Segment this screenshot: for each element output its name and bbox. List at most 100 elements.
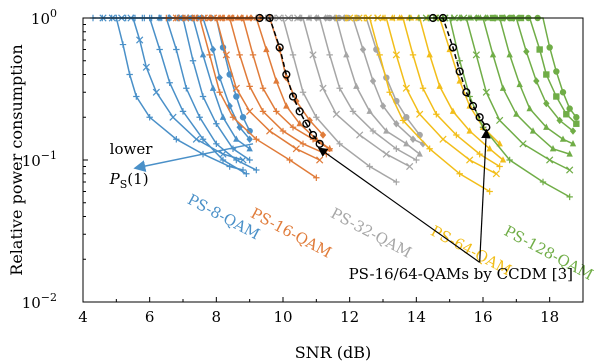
- annotations: lower PS(1) PS-16/64-QAMs by CCDM [3]: [109, 128, 573, 283]
- data-point: [275, 43, 284, 52]
- data-point: [213, 140, 220, 148]
- series-line: [476, 17, 574, 132]
- data-point: [219, 156, 227, 164]
- data-point: [419, 140, 427, 148]
- data-point: [319, 131, 327, 139]
- data-point: [156, 14, 163, 21]
- data-point: [516, 80, 523, 88]
- data-point: [359, 45, 367, 54]
- data-point: [332, 110, 340, 118]
- data-point: [476, 150, 483, 158]
- data-point: [246, 135, 253, 143]
- data-point: [326, 51, 333, 59]
- data-point: [305, 14, 313, 21]
- x-tick-label: 16: [473, 308, 492, 326]
- data-point: [356, 131, 364, 139]
- data-point: [569, 140, 577, 147]
- series-line: [366, 17, 501, 168]
- data-point: [403, 140, 410, 147]
- x-tick-label: 18: [540, 308, 559, 326]
- series-line: [383, 17, 504, 161]
- data-point: [486, 188, 493, 195]
- data-point: [246, 107, 254, 116]
- data-point: [273, 77, 280, 84]
- data-point: [468, 101, 478, 111]
- data-point: [146, 114, 153, 121]
- data-point: [119, 41, 127, 48]
- x-tick-label: 4: [78, 308, 88, 326]
- data-point: [308, 130, 318, 140]
- data-point: [273, 108, 280, 115]
- annotation-lower-line1: lower: [110, 140, 154, 158]
- x-axis-label: SNR (dB): [295, 343, 372, 362]
- data-point: [246, 127, 253, 135]
- data-point: [466, 156, 474, 164]
- data-point: [402, 84, 410, 92]
- data-point: [236, 51, 243, 59]
- data-point: [506, 156, 513, 164]
- series-line: [283, 17, 417, 161]
- data-point: [566, 166, 574, 174]
- data-point: [233, 135, 240, 142]
- ccdm-series-group: [428, 13, 491, 132]
- data-point: [409, 51, 417, 59]
- data-point: [462, 88, 471, 97]
- series-group: [253, 14, 427, 186]
- data-point: [343, 51, 350, 58]
- data-point: [336, 85, 343, 92]
- data-point: [126, 71, 133, 78]
- data-point: [369, 127, 377, 135]
- data-point: [465, 14, 473, 21]
- data-point: [213, 120, 220, 127]
- data-point: [549, 144, 557, 152]
- data-point: [453, 131, 460, 139]
- data-point: [436, 82, 443, 89]
- data-point: [456, 14, 463, 21]
- data-point: [266, 127, 274, 135]
- data-point: [353, 82, 360, 89]
- data-point: [156, 46, 163, 53]
- series-line: [93, 17, 244, 171]
- annotation-ps-letter: P: [109, 170, 121, 188]
- data-point: [222, 51, 230, 59]
- data-point: [475, 113, 484, 122]
- series-line: [269, 17, 411, 168]
- data-point: [489, 51, 497, 58]
- y-tick-label: 10−2: [22, 291, 57, 312]
- data-point: [382, 150, 390, 158]
- data-point: [349, 108, 357, 115]
- data-point: [253, 166, 260, 174]
- data-point: [396, 14, 403, 21]
- data-point: [199, 51, 207, 58]
- series-line: [166, 17, 317, 179]
- data-point: [409, 135, 417, 143]
- data-point: [299, 140, 307, 148]
- data-point: [233, 93, 240, 100]
- annotation-ps-subscript: S: [120, 178, 128, 191]
- data-point: [369, 77, 377, 85]
- data-point: [296, 119, 303, 127]
- data-point: [486, 144, 493, 152]
- data-point: [419, 85, 427, 92]
- x-tick-label: 12: [340, 308, 359, 326]
- data-point: [233, 156, 240, 164]
- series-line: [316, 17, 424, 145]
- data-point: [573, 120, 580, 127]
- data-point: [456, 57, 463, 64]
- annotation-ccdm: PS-16/64-QAMs by CCDM [3]: [349, 265, 573, 283]
- data-point: [526, 104, 533, 112]
- data-point: [336, 140, 343, 148]
- y-tick-exponent: −2: [41, 291, 57, 304]
- data-point: [439, 135, 447, 143]
- data-point: [282, 70, 291, 79]
- data-point: [393, 145, 400, 152]
- data-point: [455, 67, 464, 76]
- series-group: [333, 14, 507, 195]
- y-tick-exponent: 0: [50, 7, 57, 20]
- data-point: [288, 92, 298, 101]
- data-point: [253, 136, 260, 143]
- y-tick-label: 10−1: [22, 149, 57, 170]
- annotation-arrow-ccdm16: [317, 147, 481, 263]
- y-tick-base: 10: [22, 294, 41, 312]
- series-label: PS-32-QAM: [328, 204, 415, 262]
